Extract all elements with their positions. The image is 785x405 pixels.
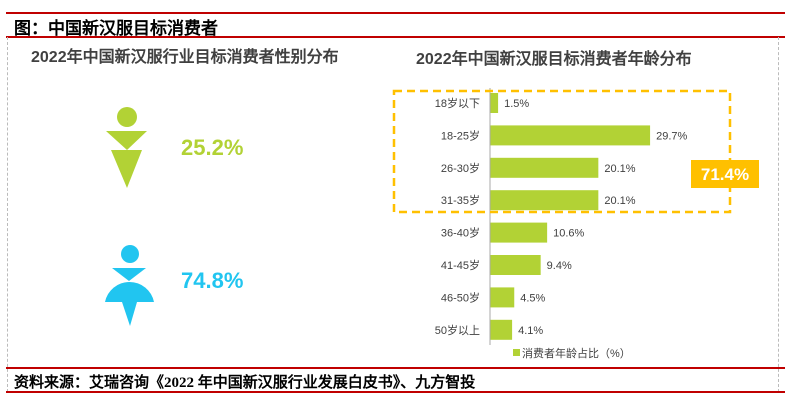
annotation-box (691, 160, 759, 188)
category-label: 31-35岁 (441, 193, 480, 207)
category-label: 36-40岁 (441, 226, 480, 240)
male-percentage: 25.2% (181, 135, 244, 160)
bar-1 (490, 125, 651, 146)
right-border (778, 37, 779, 392)
left-border (7, 37, 8, 392)
legend-swatch (513, 349, 520, 356)
highlight-box (392, 89, 732, 214)
source-rule-top (6, 367, 785, 369)
data-label: 20.1% (604, 195, 635, 207)
bar-5 (490, 255, 541, 275)
top-rule (6, 12, 785, 14)
data-label: 4.1% (518, 325, 543, 337)
category-label: 50岁以上 (435, 323, 480, 337)
gender-icons (105, 107, 154, 326)
data-label: 10.6% (553, 228, 584, 240)
female-percentage: 74.8% (181, 268, 244, 293)
bar-0 (490, 93, 499, 113)
legend-label: 消费者年龄占比（%） (522, 346, 631, 360)
data-label: 20.1% (604, 163, 635, 175)
bar-7 (490, 319, 513, 340)
bar-6 (490, 287, 515, 308)
category-label: 18岁以下 (435, 96, 480, 110)
bar-3 (490, 190, 599, 211)
category-label: 41-45岁 (441, 258, 480, 272)
age-chart-title: 2022年中国新汉服目标消费者年龄分布 (416, 51, 692, 68)
data-label: 9.4% (547, 260, 572, 272)
bar-2 (490, 157, 599, 178)
bar-4 (490, 222, 548, 243)
data-label: 29.7% (656, 130, 687, 142)
gender-chart-title: 2022年中国新汉服行业目标消费者性别分布 (31, 49, 339, 66)
category-label: 46-50岁 (441, 290, 480, 304)
figure-title: 图：中国新汉服目标消费者 (14, 19, 218, 38)
source-note: 资料来源：艾瑞咨询《2022 年中国新汉服行业发展白皮书》、九方智投 (14, 375, 476, 391)
annotation-label: 71.4% (701, 165, 749, 184)
source-rule-bottom (6, 391, 785, 393)
male-icon (106, 107, 147, 188)
title-rule (6, 36, 785, 38)
category-label: 26-30岁 (441, 161, 480, 175)
age-bar-chart: 18岁以下 1.5% 18-25岁 29.7% 26-30岁 20.1% 31-35岁 20.… (392, 88, 759, 360)
data-label: 4.5% (520, 292, 545, 304)
female-icon (105, 245, 154, 326)
data-label: 1.5% (504, 98, 529, 110)
category-label: 18-25岁 (441, 128, 480, 142)
